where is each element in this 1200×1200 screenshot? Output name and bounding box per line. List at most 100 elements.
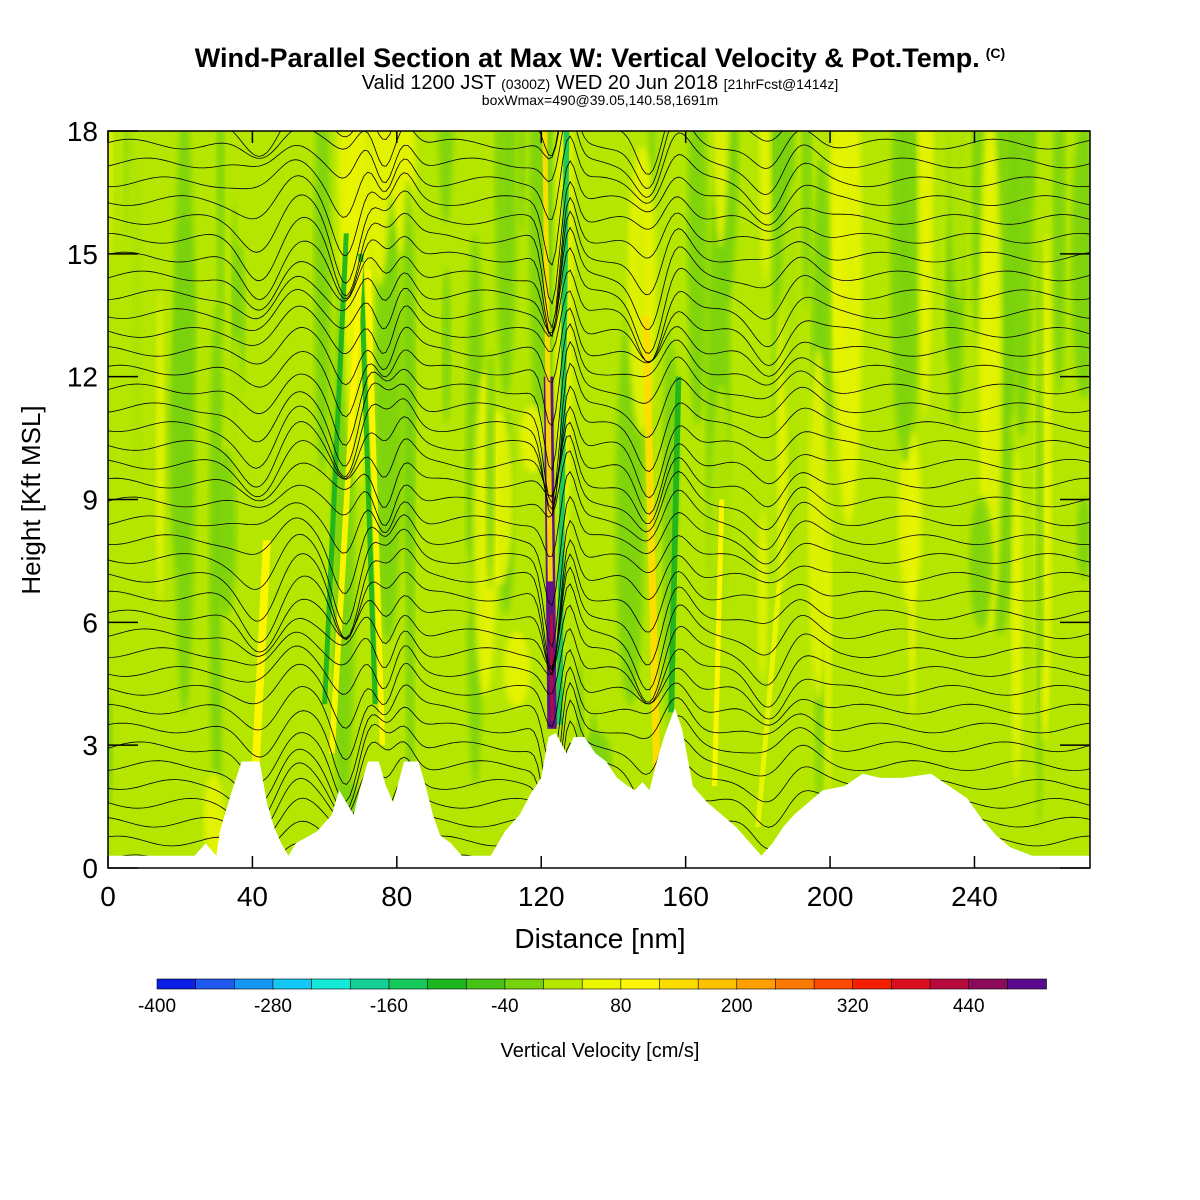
field-band: [125, 131, 147, 510]
theta-contour: [108, 434, 1090, 524]
colorbar-swatch: [581, 978, 622, 990]
colorbar-swatch: [968, 978, 1009, 990]
terrain-shape: [108, 708, 1090, 868]
field-band: [950, 131, 960, 189]
colorbar-tick-label: 440: [953, 996, 985, 1017]
x-tick-label: 40: [237, 881, 268, 912]
field-band: [441, 266, 451, 423]
theta-contour: [108, 450, 1090, 533]
colorbar-tick-label: 80: [610, 996, 631, 1017]
theta-contour: [108, 307, 1090, 386]
theta-contour: [108, 539, 1090, 672]
terrain: [108, 708, 1090, 868]
theta-contour: [108, 495, 1090, 607]
y-axis-label: Height [Kft MSL]: [16, 405, 46, 594]
colorbar-label: Vertical Velocity [cm/s]: [501, 1040, 700, 1062]
colorbar-swatch: [929, 978, 970, 990]
field-band: [1011, 450, 1023, 783]
theta-contour: [108, 160, 1090, 266]
theta-contour: [108, 628, 1090, 708]
x-tick-label: 80: [381, 881, 412, 912]
theta-contour: [108, 131, 1090, 189]
colorbar: -400 -280 -160 -40 80 200 320 440: [138, 978, 1047, 1017]
field-band: [438, 131, 454, 225]
colorbar-swatch: [234, 978, 274, 990]
theta-contour: [108, 405, 1090, 510]
colorbar-swatch: [891, 978, 931, 990]
updraft-band: [755, 581, 783, 828]
field-band: [627, 145, 657, 435]
field-band: [146, 558, 153, 732]
colorbar-swatch: [775, 978, 815, 990]
field-band: [1078, 733, 1090, 797]
colorbar-tick-label: 200: [721, 996, 753, 1017]
theta-contour: [108, 131, 1090, 198]
field-band: [759, 131, 772, 283]
field-band: [503, 631, 531, 708]
updraft-band: [252, 540, 271, 762]
theta-contour: [108, 421, 1090, 515]
field-band: [1071, 131, 1090, 399]
theta-contour: [108, 681, 1090, 809]
colorbar-swatch: [349, 978, 390, 990]
field-band: [519, 404, 546, 473]
field-band: [969, 496, 993, 629]
theta-contour: [108, 470, 1090, 557]
colorbar-swatch: [156, 978, 197, 990]
colorbar-swatch: [272, 978, 313, 990]
theta-contour: [108, 699, 1090, 839]
field-band: [890, 131, 921, 464]
colorbar-swatch: [465, 978, 506, 990]
x-tick-label: 0: [100, 881, 116, 912]
theta-contour: [108, 604, 1090, 703]
theta-contour: [108, 247, 1090, 354]
chart-subtitle-valid: Valid 1200 JST (0300Z) WED 20 Jun 2018 […: [361, 72, 839, 94]
colorbar-swatch: [543, 978, 583, 990]
downdraft-band: [668, 376, 682, 713]
field-band: [108, 131, 113, 263]
chart-title: Wind-Parallel Section at Max W: Vertical…: [194, 43, 1006, 73]
field-band: [600, 131, 623, 389]
colorbar-tick-label: -280: [254, 996, 292, 1017]
field-band: [757, 510, 768, 679]
field-band: [518, 131, 526, 236]
theta-contour: [108, 566, 1090, 671]
field-band: [108, 131, 114, 667]
field-band: [268, 138, 284, 285]
colorbar-swatch: [659, 978, 699, 990]
theta-contour: [108, 362, 1090, 504]
y-tick-label: 9: [82, 485, 98, 516]
colorbar-tick-label: -400: [138, 996, 176, 1017]
axes: 0 40 80 120 160 200 240 0 3 6 9 12 15 18: [67, 116, 1090, 912]
updraft-band: [328, 262, 364, 754]
y-tick-label: 18: [67, 116, 98, 147]
updraft-band: [642, 315, 661, 770]
colorbar-tick-label: -160: [370, 996, 408, 1017]
colorbar-swatch: [504, 978, 545, 990]
field-band: [881, 131, 890, 308]
theta-contour: [108, 226, 1090, 337]
field-band: [214, 448, 237, 617]
field-band: [929, 131, 947, 300]
downdraft-band: [358, 253, 378, 705]
y-tick-label: 0: [82, 853, 98, 884]
field-band: [289, 131, 317, 183]
colorbar-swatch: [736, 978, 777, 990]
field-band: [801, 131, 812, 310]
colorbar-swatch: [311, 978, 352, 990]
y-tick-label: 3: [82, 730, 98, 761]
theta-contour: [108, 180, 1090, 305]
colorbar-tick-label: -40: [491, 996, 518, 1017]
theta-contour: [108, 323, 1090, 427]
field-band: [251, 358, 265, 570]
chart-subtitle-box: boxWmax=490@39.05,140.58,1691m: [481, 92, 719, 108]
field-band: [808, 347, 829, 702]
theta-contour: [108, 290, 1090, 367]
theta-contour: [108, 649, 1090, 729]
field-band: [1041, 659, 1048, 742]
y-tick-label: 12: [67, 362, 98, 393]
field-band: [1035, 240, 1044, 829]
field-band: [1009, 131, 1034, 438]
colorbar-swatch: [1007, 978, 1047, 990]
y-tick-label: 15: [67, 239, 98, 270]
